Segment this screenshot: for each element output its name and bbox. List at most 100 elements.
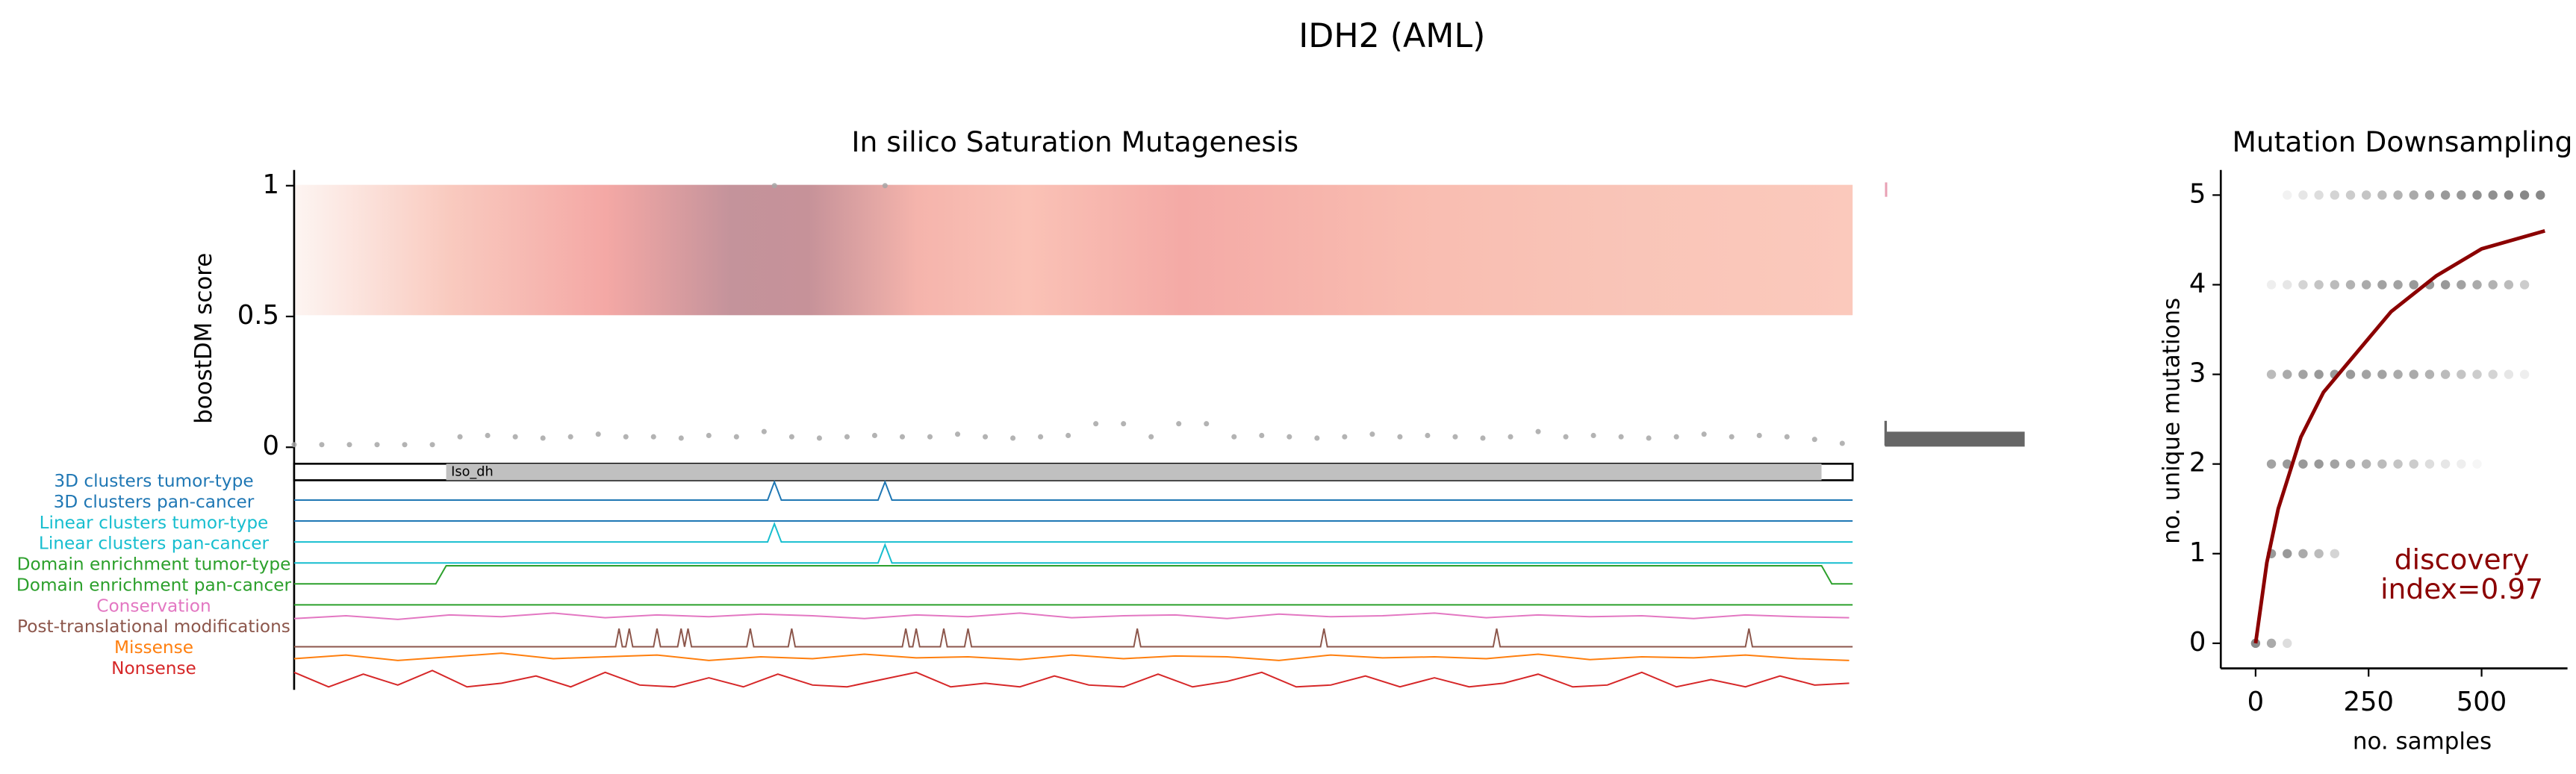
sample-point <box>2504 280 2514 290</box>
score-point <box>954 431 961 437</box>
sample-point <box>2377 459 2387 469</box>
sample-point <box>2283 638 2292 649</box>
histogram-bar <box>1885 182 1888 197</box>
sample-point <box>2330 459 2340 469</box>
sample-point <box>2472 459 2482 469</box>
track-label: 3D clusters tumor-type <box>54 471 253 491</box>
track-label: Nonsense <box>111 658 196 678</box>
score-point <box>927 434 933 440</box>
score-point <box>1425 432 1431 439</box>
y-tick-label: 1 <box>2189 537 2206 568</box>
score-point <box>512 434 518 440</box>
score-point <box>1729 434 1735 440</box>
score-point <box>871 432 877 439</box>
score-point <box>485 432 491 439</box>
x-tick-label: 0 <box>2247 687 2265 717</box>
sample-point <box>2330 190 2340 200</box>
score-point <box>1287 434 1292 440</box>
chart-title: In silico Saturation Mutagenesis <box>851 125 1298 158</box>
sample-point <box>2298 459 2308 469</box>
sample-point <box>2440 280 2451 290</box>
score-point <box>761 428 767 434</box>
sample-point <box>2298 280 2308 290</box>
sample-point <box>2377 280 2387 290</box>
sample-point <box>2393 459 2403 469</box>
domain-label: Iso_dh <box>451 464 494 479</box>
sample-point <box>2519 280 2530 290</box>
sample-point <box>2393 190 2403 200</box>
sample-point <box>2266 369 2277 379</box>
sample-point <box>2283 459 2292 469</box>
score-point <box>1010 435 1016 441</box>
sample-point <box>2362 369 2371 379</box>
sample-point <box>2298 369 2308 379</box>
score-point <box>595 431 601 437</box>
sample-point <box>2298 549 2308 558</box>
sample-point <box>2519 369 2530 379</box>
score-point <box>1480 435 1486 441</box>
sample-point <box>2472 280 2482 290</box>
score-point <box>882 183 888 189</box>
score-point <box>1839 440 1845 446</box>
sample-point <box>2519 190 2530 200</box>
sample-point <box>2536 190 2545 200</box>
score-point <box>899 434 906 440</box>
sample-point <box>2314 459 2324 469</box>
score-point <box>1397 434 1403 440</box>
score-point <box>1508 434 1513 440</box>
sample-point <box>2488 369 2498 379</box>
y-tick-label: 3 <box>2189 358 2206 389</box>
sample-point <box>2409 280 2418 290</box>
sample-point <box>2314 280 2324 290</box>
y-tick-label: 5 <box>2189 178 2206 209</box>
y-axis-label: no. unique mutations <box>2159 298 2185 544</box>
y-tick-label: 4 <box>2189 268 2206 299</box>
track-label: Domain enrichment tumor-type <box>17 555 291 575</box>
sample-point <box>2283 280 2292 290</box>
track-line <box>293 479 1853 501</box>
sample-point <box>2424 190 2435 200</box>
sample-point <box>2424 369 2435 379</box>
score-point <box>816 435 822 441</box>
sample-point <box>2457 369 2466 379</box>
sample-point <box>2314 369 2324 379</box>
score-point <box>1148 434 1154 440</box>
score-point <box>983 434 989 440</box>
chart-title: Mutation Downsampling <box>2232 125 2572 158</box>
x-tick-label: 250 <box>2343 687 2394 717</box>
score-point <box>457 434 463 440</box>
y-tick-label: 0.5 <box>237 300 279 331</box>
track-label: Linear clusters tumor-type <box>40 513 269 533</box>
score-point <box>1093 421 1099 427</box>
sample-point <box>2330 549 2340 558</box>
sample-point <box>2362 459 2371 469</box>
score-point <box>291 442 297 448</box>
score-point <box>650 434 656 440</box>
score-point <box>788 434 794 440</box>
sample-point <box>2362 280 2371 290</box>
sample-point <box>2393 369 2403 379</box>
score-point <box>844 434 850 440</box>
sample-point <box>2440 369 2451 379</box>
sample-point <box>2472 190 2482 200</box>
x-axis-label: no. samples <box>2353 728 2492 755</box>
sample-point <box>2393 280 2403 290</box>
score-point <box>771 183 777 189</box>
annotation: index=0.97 <box>2380 572 2543 605</box>
y-axis-label: boostDM score <box>190 253 217 424</box>
track-line <box>293 628 1853 648</box>
score-point <box>1784 434 1790 440</box>
sample-point <box>2409 369 2418 379</box>
track-line <box>293 543 1853 564</box>
score-point <box>429 442 435 448</box>
sample-point <box>2504 369 2514 379</box>
sample-point <box>2457 459 2466 469</box>
track-line <box>293 652 1849 661</box>
sample-point <box>2283 369 2292 379</box>
y-tick-label: 1 <box>263 169 280 200</box>
score-point <box>1204 421 1210 427</box>
sample-point <box>2488 280 2498 290</box>
y-tick-label: 0 <box>2189 627 2206 658</box>
sample-point <box>2377 190 2387 200</box>
